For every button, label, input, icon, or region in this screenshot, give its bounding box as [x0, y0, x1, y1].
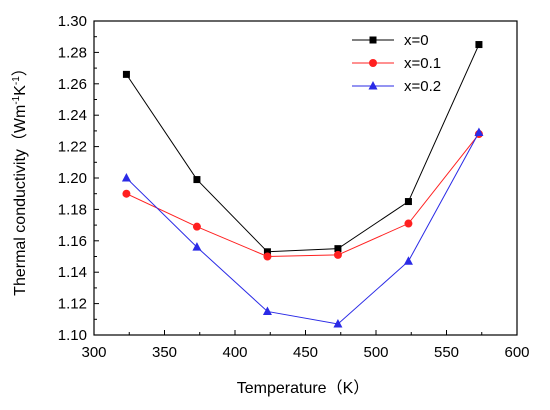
data-point: [263, 248, 271, 256]
axis-ticks: [93, 20, 518, 336]
x-tick-label: 400: [222, 344, 247, 361]
legend-item: x=0.1: [352, 55, 441, 72]
x-tick-label: 350: [152, 344, 177, 361]
series-layer: [121, 41, 484, 328]
data-point: [263, 252, 272, 261]
x-tick-label: 500: [363, 344, 388, 361]
data-point: [474, 127, 484, 136]
legend-label: x=0: [404, 32, 429, 49]
series-x=0: [122, 41, 483, 256]
series-x=0.2: [121, 127, 484, 328]
data-point: [192, 222, 201, 231]
data-point: [404, 198, 412, 206]
x-tick-label: 450: [293, 344, 318, 361]
y-tick-label: 1.24: [58, 107, 87, 124]
legend-marker: [368, 81, 378, 90]
data-point: [122, 70, 130, 78]
series-x=0.1: [122, 130, 483, 261]
series-line: [126, 44, 480, 253]
data-point: [403, 256, 413, 265]
data-point: [404, 219, 413, 228]
y-tick-label: 1.26: [58, 76, 87, 93]
data-point: [122, 189, 131, 198]
data-point: [333, 250, 342, 259]
x-tick-label: 600: [504, 344, 529, 361]
legend-label: x=0.2: [404, 78, 441, 95]
y-axis-title: Thermal conductivity（Wm-1K-1）: [11, 60, 29, 296]
x-tick-label: 300: [81, 344, 106, 361]
y-tick-label: 1.20: [58, 170, 87, 187]
series-line: [126, 133, 480, 258]
x-axis-title: Temperature（K）: [237, 379, 370, 397]
y-tick-label: 1.12: [58, 296, 87, 313]
tick-labels: 300 350 400 450 500 550 600 1.10 1.12 1.14 1.16 1.1…: [58, 13, 530, 361]
y-tick-label: 1.28: [58, 44, 87, 61]
legend-marker: [369, 59, 377, 67]
y-tick-label: 1.16: [58, 233, 87, 250]
data-point: [262, 306, 272, 315]
data-point: [121, 173, 131, 182]
y-tick-label: 1.30: [58, 13, 87, 30]
legend-item: x=0.2: [352, 78, 441, 95]
series-line: [126, 132, 480, 325]
legend-label: x=0.1: [404, 55, 441, 72]
legend: x=0 x=0.1 x=0.2: [352, 32, 441, 95]
y-tick-label: 1.22: [58, 139, 87, 156]
data-point: [333, 319, 343, 328]
data-point: [192, 242, 202, 251]
legend-item: x=0: [352, 32, 429, 49]
data-point: [334, 245, 342, 253]
data-point: [193, 176, 201, 184]
x-tick-label: 550: [434, 344, 459, 361]
y-tick-label: 1.14: [58, 264, 87, 281]
y-tick-label: 1.10: [58, 327, 87, 344]
y-tick-label: 1.18: [58, 201, 87, 218]
legend-marker: [369, 36, 377, 44]
data-point: [475, 41, 483, 49]
